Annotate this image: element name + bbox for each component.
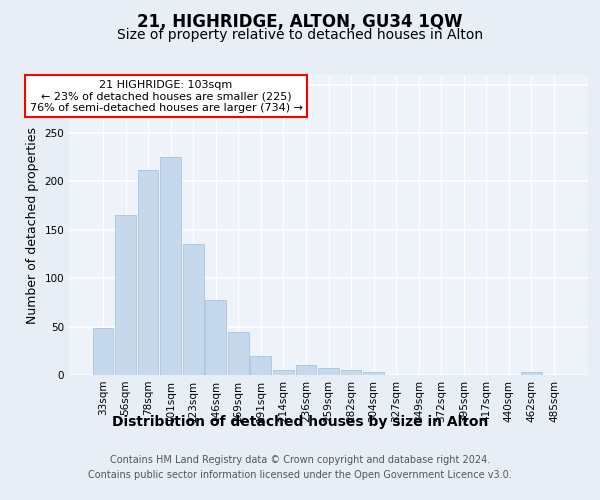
Y-axis label: Number of detached properties: Number of detached properties bbox=[26, 126, 39, 324]
Text: 21, HIGHRIDGE, ALTON, GU34 1QW: 21, HIGHRIDGE, ALTON, GU34 1QW bbox=[137, 12, 463, 30]
Bar bbox=[137, 170, 158, 375]
Bar bbox=[228, 332, 248, 375]
Bar bbox=[205, 300, 226, 375]
Bar bbox=[92, 328, 113, 375]
Bar bbox=[521, 372, 542, 375]
Bar bbox=[318, 368, 339, 375]
Bar bbox=[273, 370, 294, 375]
Text: Distribution of detached houses by size in Alton: Distribution of detached houses by size … bbox=[112, 415, 488, 429]
Bar bbox=[183, 244, 203, 375]
Bar bbox=[341, 370, 361, 375]
Bar bbox=[115, 216, 136, 375]
Text: Size of property relative to detached houses in Alton: Size of property relative to detached ho… bbox=[117, 28, 483, 42]
Bar bbox=[296, 366, 316, 375]
Bar bbox=[363, 372, 384, 375]
Text: 21 HIGHRIDGE: 103sqm
← 23% of detached houses are smaller (225)
76% of semi-deta: 21 HIGHRIDGE: 103sqm ← 23% of detached h… bbox=[29, 80, 302, 113]
Bar bbox=[160, 158, 181, 375]
Text: Contains HM Land Registry data © Crown copyright and database right 2024.
Contai: Contains HM Land Registry data © Crown c… bbox=[88, 455, 512, 480]
Bar bbox=[250, 356, 271, 375]
